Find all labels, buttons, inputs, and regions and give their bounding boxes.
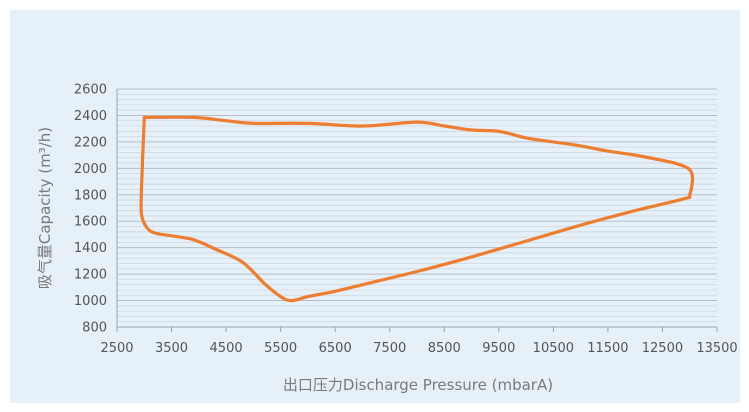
x-tick-label: 2500 — [100, 341, 133, 356]
x-tick-label: 10500 — [533, 341, 574, 356]
x-tick-labels: 2500 3500 4500 5500 6500 7500 8500 9500 10500 115… — [100, 341, 737, 356]
y-tick-label: 1400 — [74, 241, 107, 256]
x-tick-label: 9500 — [482, 341, 515, 356]
y-tick-label: 1800 — [74, 188, 107, 203]
x-tick-label: 6500 — [319, 341, 352, 356]
y-tick-label: 1200 — [74, 268, 107, 283]
y-tick-label: 2400 — [74, 109, 107, 124]
x-tick-label: 4500 — [210, 341, 243, 356]
x-tick-label: 8500 — [428, 341, 461, 356]
minor-gridlines — [117, 93, 717, 323]
y-tick-labels: 800 1000 1200 1400 1600 1800 2000 2200 2400 2600 — [74, 83, 107, 336]
x-tick-label: 3500 — [155, 341, 188, 356]
y-tick-label: 2000 — [74, 162, 107, 177]
x-tick-label: 12500 — [642, 341, 683, 356]
capacity-envelope-line — [139, 115, 695, 303]
chart-panel — [10, 10, 740, 403]
x-tick-label: 5500 — [264, 341, 297, 356]
y-axis-label: 吸气量Capacity (m³/h) — [36, 127, 54, 289]
y-tick-label: 2600 — [74, 83, 107, 98]
y-tick-label: 1600 — [74, 215, 107, 230]
y-tick-label: 800 — [82, 321, 107, 336]
y-tick-label: 1000 — [74, 294, 107, 309]
major-gridlines — [117, 88, 717, 302]
x-tick-label: 13500 — [696, 341, 737, 356]
x-tick-label: 11500 — [587, 341, 628, 356]
series-group — [139, 115, 695, 303]
x-axis-label: 出口压力Discharge Pressure (mbarA) — [283, 376, 553, 394]
axes — [116, 89, 718, 332]
x-tick-label: 7500 — [373, 341, 406, 356]
y-tick-label: 2200 — [74, 135, 107, 150]
